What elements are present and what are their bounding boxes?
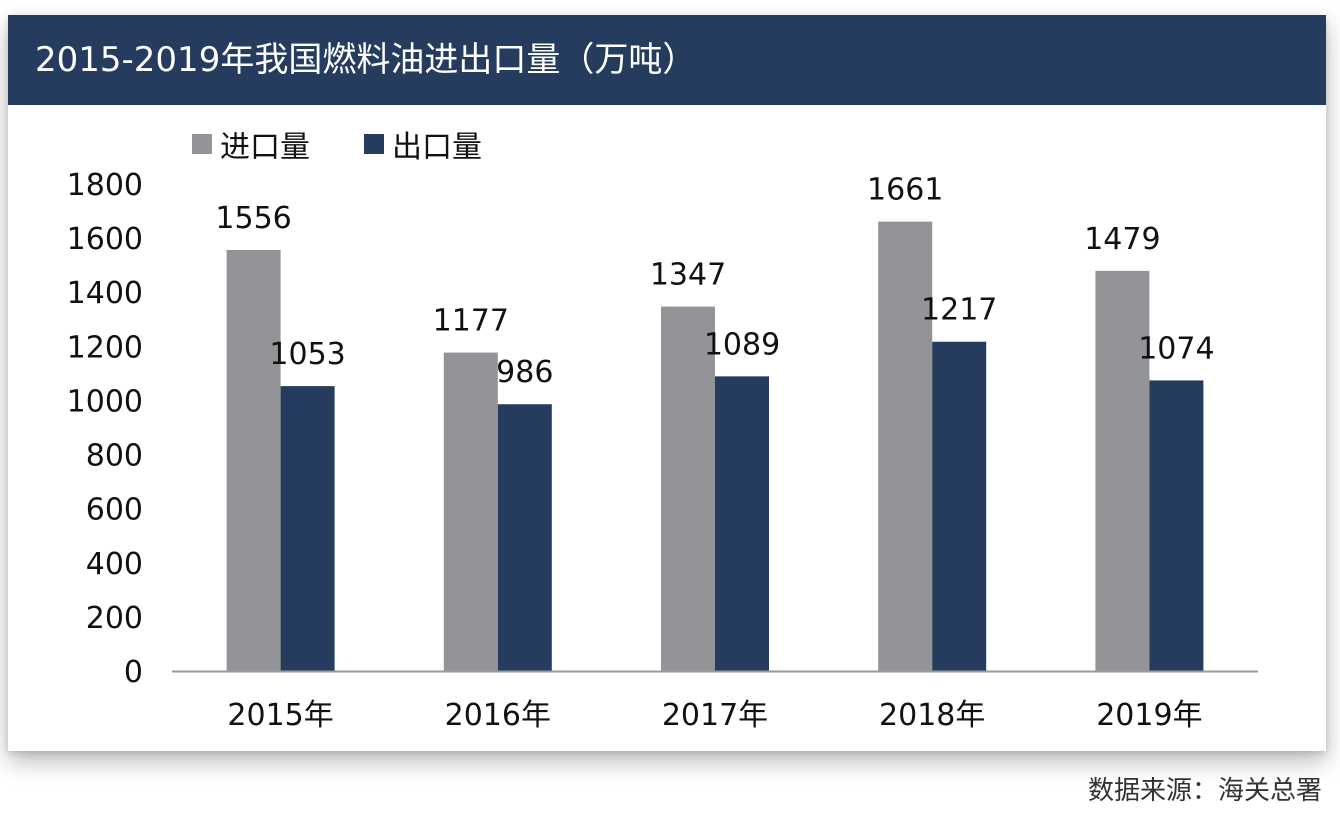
y-tick-label: 1200 <box>67 330 143 365</box>
data-label-export: 1053 <box>269 337 345 372</box>
bar-import <box>226 250 281 671</box>
y-tick-label: 400 <box>86 547 143 582</box>
bar-export <box>280 386 335 671</box>
bar-export <box>715 376 769 671</box>
source-note: 数据来源：海关总署 <box>1087 776 1322 806</box>
data-label-export: 986 <box>496 355 553 390</box>
y-tick-label: 1000 <box>67 384 143 419</box>
y-tick-label: 800 <box>86 439 143 474</box>
x-tick-label: 2019年 <box>1096 698 1202 733</box>
data-label-import: 1347 <box>650 258 726 293</box>
bar-export <box>1149 380 1204 671</box>
data-label-import: 1661 <box>867 173 943 208</box>
bar-import <box>661 306 715 671</box>
chart-title: 2015-2019年我国燃料油进出口量（万吨） <box>35 40 697 80</box>
y-tick-label: 1600 <box>67 222 143 257</box>
legend-item-import: 进口量 <box>192 124 310 165</box>
title-bar: 2015-2019年我国燃料油进出口量（万吨） <box>8 15 1326 105</box>
y-tick-label: 200 <box>86 601 143 636</box>
legend-label-import: 进口量 <box>220 130 310 165</box>
y-tick-label: 1400 <box>67 276 143 311</box>
x-tick-label: 2017年 <box>662 698 768 733</box>
bar-import <box>878 221 933 671</box>
legend-swatch-export <box>364 134 384 154</box>
legend-label-export: 出口量 <box>392 130 482 165</box>
bar-export <box>932 341 987 671</box>
bar-import <box>1095 270 1150 671</box>
bar-import <box>443 352 498 671</box>
x-tick-label: 2015年 <box>227 698 333 733</box>
data-label-import: 1479 <box>1084 222 1160 257</box>
y-tick-label: 1800 <box>67 168 143 203</box>
y-tick-label: 600 <box>86 493 143 528</box>
data-label-import: 1177 <box>433 304 509 339</box>
data-label-export: 1089 <box>704 327 780 362</box>
legend-swatch-import <box>192 134 212 154</box>
data-label-import: 1556 <box>215 201 291 236</box>
y-tick-label: 0 <box>124 655 143 690</box>
bar-export <box>497 404 552 671</box>
data-label-export: 1074 <box>1138 331 1214 366</box>
x-tick-label: 2018年 <box>879 698 985 733</box>
x-tick-label: 2016年 <box>445 698 551 733</box>
data-label-export: 1217 <box>921 293 997 328</box>
legend-item-export: 出口量 <box>364 124 482 165</box>
